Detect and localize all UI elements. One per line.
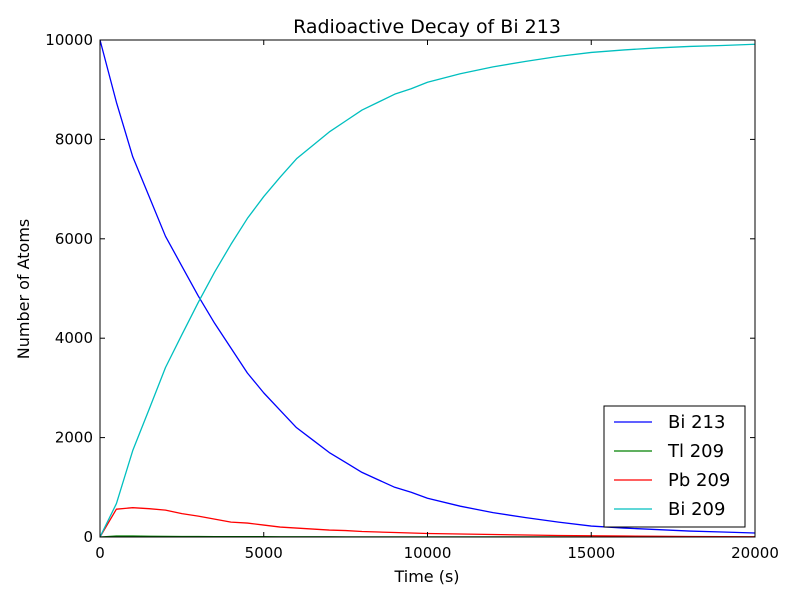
legend-frame bbox=[603, 405, 746, 528]
y-tick-label: 6000 bbox=[55, 230, 93, 248]
y-tick-label: 2000 bbox=[55, 429, 93, 447]
legend-label: Pb 209 bbox=[668, 470, 730, 491]
x-tick-label: 10000 bbox=[404, 544, 452, 562]
legend-label: Tl 209 bbox=[667, 441, 724, 462]
y-tick-label: 8000 bbox=[55, 130, 93, 148]
x-tick-label: 20000 bbox=[731, 544, 779, 562]
x-tick-label: 15000 bbox=[567, 544, 615, 562]
y-axis: 0 2000 4000 6000 8000 10000 bbox=[45, 31, 755, 546]
y-axis-title: Number of Atoms bbox=[14, 219, 33, 360]
y-tick-label: 0 bbox=[83, 528, 93, 546]
x-axis-title: Time (s) bbox=[393, 567, 459, 586]
x-axis: 0 5000 10000 15000 20000 bbox=[95, 40, 779, 562]
chart-title: Radioactive Decay of Bi 213 bbox=[293, 16, 561, 38]
series-line-bi-209 bbox=[100, 43, 755, 537]
series-line-bi-213 bbox=[100, 40, 755, 534]
x-tick-label: 0 bbox=[95, 544, 105, 562]
x-tick-label: 5000 bbox=[245, 544, 283, 562]
legend-label: Bi 213 bbox=[668, 412, 725, 433]
y-tick-label: 10000 bbox=[45, 31, 93, 49]
legend: Bi 213 Tl 209 Pb 209 Bi 209 bbox=[603, 405, 746, 528]
y-tick-label: 4000 bbox=[55, 329, 93, 347]
legend-label: Bi 209 bbox=[668, 499, 725, 520]
